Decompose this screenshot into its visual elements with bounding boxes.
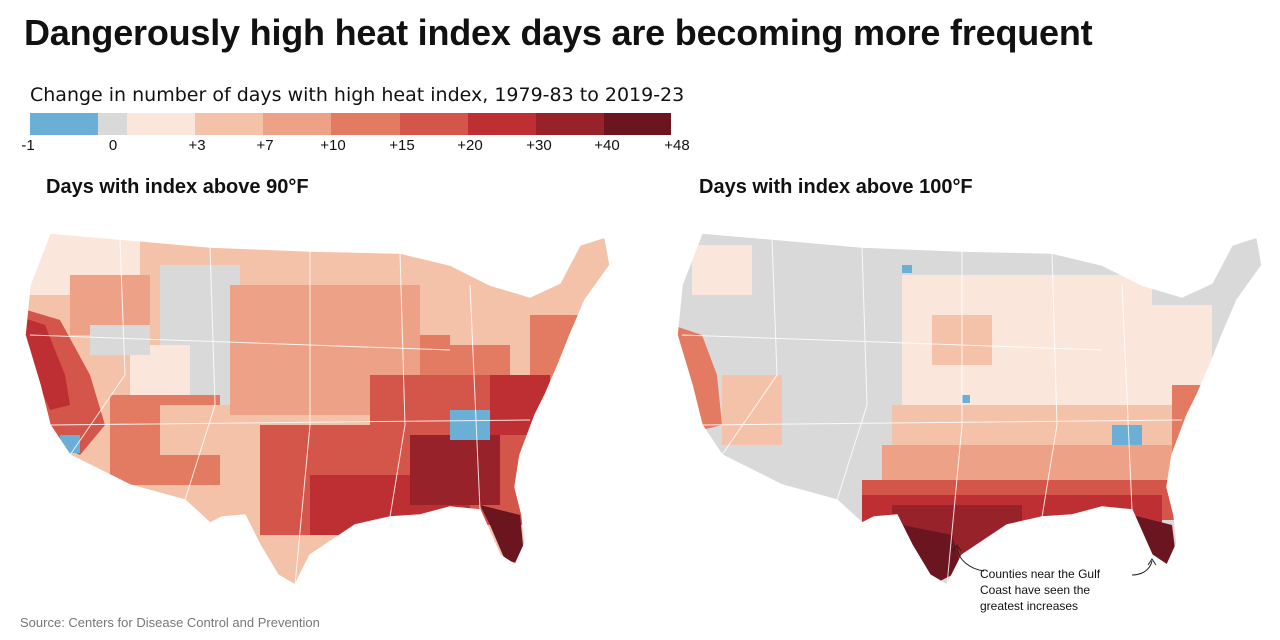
legend-tick-label: +40 bbox=[594, 137, 620, 154]
map-90f-fill bbox=[25, 233, 610, 585]
map-90f bbox=[24, 232, 611, 587]
legend-tick-label: 0 bbox=[108, 137, 118, 154]
legend-tick-labels: -1 0 +3 +7 +10 +15 +20 +30 +40 +48 bbox=[0, 137, 720, 157]
legend-tick-label: +15 bbox=[389, 137, 415, 154]
map-100f bbox=[676, 232, 1263, 587]
legend-tick-label: +3 bbox=[188, 137, 206, 154]
color-legend bbox=[30, 113, 671, 135]
legend-swatch bbox=[604, 113, 671, 135]
legend-swatch bbox=[127, 113, 195, 135]
legend-swatch bbox=[468, 113, 536, 135]
legend-swatch bbox=[263, 113, 331, 135]
annotation-arrows bbox=[952, 544, 1157, 576]
source-note: Source: Centers for Disease Control and … bbox=[20, 615, 320, 630]
legend-swatch bbox=[30, 113, 98, 135]
legend-tick-label: +7 bbox=[256, 137, 274, 154]
legend-subtitle: Change in number of days with high heat … bbox=[30, 84, 685, 106]
legend-swatch bbox=[331, 113, 400, 135]
legend-tick-label: +30 bbox=[526, 137, 552, 154]
legend-tick-label: -1 bbox=[21, 137, 35, 154]
legend-swatch bbox=[195, 113, 263, 135]
legend-tick-label: +10 bbox=[320, 137, 346, 154]
map-90f-title: Days with index above 90°F bbox=[46, 176, 309, 198]
legend-swatch bbox=[400, 113, 468, 135]
gulf-coast-annotation: Counties near the Gulf Coast have seen t… bbox=[980, 567, 1101, 613]
legend-tick-label: +48 bbox=[664, 137, 690, 154]
legend-swatch bbox=[536, 113, 604, 135]
legend-tick-label: +20 bbox=[457, 137, 483, 154]
chart-title: Dangerously high heat index days are bec… bbox=[24, 12, 1093, 53]
legend-swatch bbox=[98, 113, 127, 135]
map-100f-title: Days with index above 100°F bbox=[699, 176, 973, 198]
